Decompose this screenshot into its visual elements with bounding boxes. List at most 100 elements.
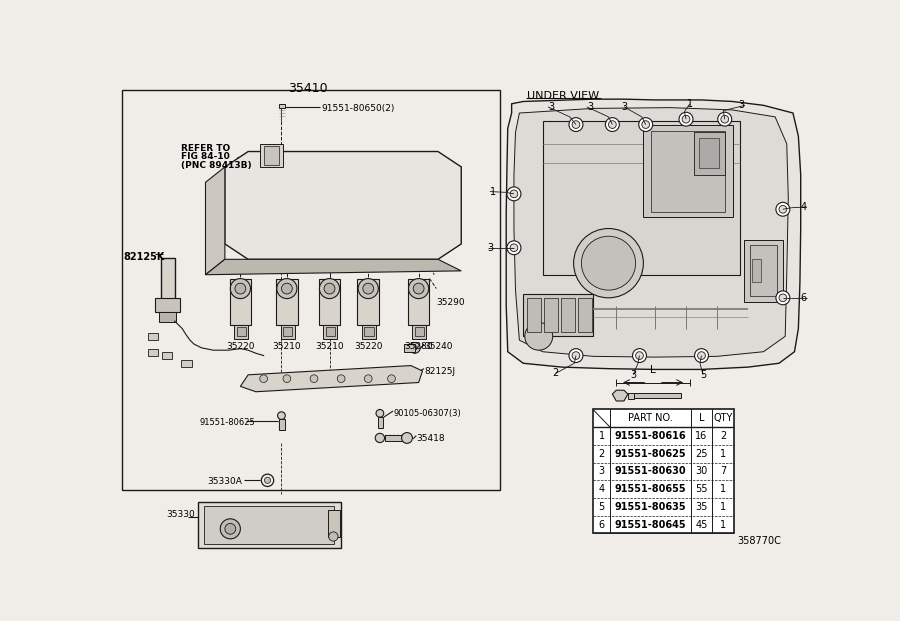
Bar (634, 393, 680, 398)
Polygon shape (240, 366, 422, 392)
Circle shape (581, 236, 635, 290)
Polygon shape (612, 390, 628, 401)
Circle shape (412, 345, 417, 350)
Bar (527, 298, 541, 332)
Bar (544, 298, 558, 332)
Circle shape (779, 206, 787, 213)
Text: L: L (698, 414, 704, 424)
Circle shape (679, 112, 693, 126)
Bar (326, 327, 335, 337)
Text: 91551-80650(2): 91551-80650(2) (322, 104, 395, 113)
Circle shape (572, 120, 580, 129)
Bar (357, 279, 379, 325)
Circle shape (507, 187, 521, 201)
Text: 2: 2 (598, 449, 605, 459)
Bar (593, 409, 734, 533)
Circle shape (376, 409, 383, 417)
Bar (579, 298, 592, 332)
Circle shape (698, 351, 706, 360)
Text: QTY: QTY (714, 414, 733, 424)
Circle shape (225, 524, 236, 534)
Circle shape (572, 351, 580, 360)
Bar (384, 435, 406, 441)
Text: 35410: 35410 (288, 82, 328, 95)
Text: 91551-80655: 91551-80655 (615, 484, 686, 494)
Text: 55: 55 (695, 484, 707, 494)
Bar (328, 510, 339, 537)
Bar (276, 279, 298, 325)
Text: 5: 5 (700, 370, 706, 380)
Text: 3: 3 (630, 370, 636, 380)
Bar (160, 258, 175, 312)
Text: 35: 35 (696, 502, 707, 512)
Text: 35220: 35220 (354, 342, 382, 351)
Polygon shape (506, 99, 801, 369)
Text: 35330A: 35330A (207, 477, 242, 486)
Text: UNDER VIEW: UNDER VIEW (527, 91, 599, 101)
Circle shape (608, 120, 617, 129)
Text: FIG 84-10: FIG 84-10 (181, 152, 230, 161)
Text: 91551-80630: 91551-80630 (615, 466, 686, 476)
Circle shape (310, 375, 318, 383)
Circle shape (573, 229, 643, 298)
Text: 3: 3 (488, 243, 494, 253)
Circle shape (413, 283, 424, 294)
Circle shape (324, 283, 335, 294)
Text: 90105-06307(3): 90105-06307(3) (393, 409, 461, 419)
Circle shape (639, 117, 652, 132)
Circle shape (510, 244, 518, 252)
Text: 82125J: 82125J (424, 367, 455, 376)
Bar (234, 325, 248, 338)
Circle shape (283, 375, 291, 383)
Bar (148, 333, 158, 340)
Text: 91551-80635: 91551-80635 (615, 502, 686, 512)
Bar (204, 505, 334, 544)
Circle shape (230, 279, 250, 299)
Bar (651, 131, 724, 212)
Circle shape (363, 283, 374, 294)
Circle shape (569, 348, 583, 363)
Circle shape (388, 375, 395, 383)
Text: 30: 30 (696, 466, 707, 476)
Text: 35280: 35280 (404, 342, 433, 351)
Bar (562, 298, 575, 332)
Bar (148, 348, 158, 356)
Text: 3: 3 (548, 102, 554, 112)
Text: 3: 3 (739, 101, 745, 111)
Circle shape (606, 117, 619, 132)
Bar (323, 325, 338, 338)
Text: 6: 6 (801, 293, 806, 303)
Bar (362, 325, 376, 338)
Circle shape (358, 279, 378, 299)
Bar (404, 344, 415, 351)
Text: 3: 3 (587, 102, 593, 112)
Text: 5: 5 (598, 502, 605, 512)
Bar (523, 294, 593, 337)
Bar (159, 312, 176, 322)
Text: 91551-80625: 91551-80625 (199, 418, 255, 427)
Text: 1: 1 (687, 99, 693, 109)
Bar (283, 327, 293, 337)
Text: 358770C: 358770C (738, 536, 781, 546)
Circle shape (375, 433, 384, 443)
Text: 1: 1 (490, 186, 496, 197)
Circle shape (410, 342, 420, 353)
Circle shape (779, 294, 787, 302)
Bar (279, 419, 284, 430)
Circle shape (682, 116, 690, 123)
Text: 25: 25 (695, 449, 707, 459)
Polygon shape (205, 167, 225, 274)
Text: 1: 1 (720, 449, 726, 459)
Text: 35220: 35220 (226, 342, 255, 351)
Text: 3: 3 (598, 466, 605, 476)
Circle shape (277, 412, 285, 419)
Bar (628, 392, 634, 399)
Text: 91551-80645: 91551-80645 (615, 520, 686, 530)
Circle shape (569, 117, 583, 132)
Text: PART NO.: PART NO. (628, 414, 672, 424)
Circle shape (695, 348, 708, 363)
Circle shape (235, 283, 246, 294)
Circle shape (328, 532, 338, 541)
Circle shape (642, 120, 650, 129)
Circle shape (776, 202, 790, 216)
